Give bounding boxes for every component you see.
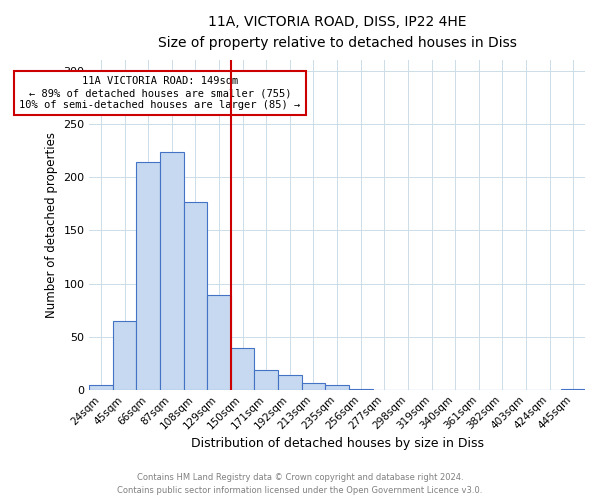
Bar [325, 386, 349, 390]
Bar [302, 384, 325, 390]
Text: 11A VICTORIA ROAD: 149sqm
← 89% of detached houses are smaller (755)
10% of semi: 11A VICTORIA ROAD: 149sqm ← 89% of detac… [19, 76, 301, 110]
Bar [207, 295, 231, 390]
Text: Contains HM Land Registry data © Crown copyright and database right 2024.
Contai: Contains HM Land Registry data © Crown c… [118, 474, 482, 495]
Y-axis label: Number of detached properties: Number of detached properties [44, 132, 58, 318]
Bar [136, 162, 160, 390]
Bar [89, 386, 113, 390]
Bar [184, 202, 207, 390]
Bar [254, 370, 278, 390]
Bar [113, 320, 136, 390]
Bar [562, 388, 585, 390]
Bar [160, 152, 184, 390]
X-axis label: Distribution of detached houses by size in Diss: Distribution of detached houses by size … [191, 437, 484, 450]
Title: 11A, VICTORIA ROAD, DISS, IP22 4HE
Size of property relative to detached houses : 11A, VICTORIA ROAD, DISS, IP22 4HE Size … [158, 15, 517, 50]
Bar [231, 348, 254, 390]
Bar [349, 388, 373, 390]
Bar [278, 375, 302, 390]
